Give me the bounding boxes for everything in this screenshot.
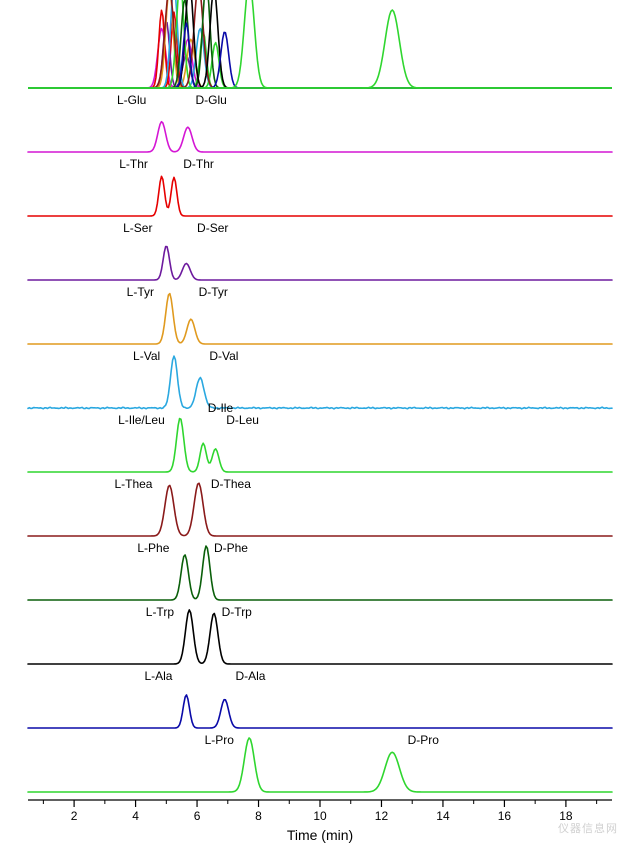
peak-label: L-Phe	[137, 541, 169, 555]
peak-label: D-Ala	[235, 669, 265, 683]
peak-label: D-Phe	[214, 541, 248, 555]
peak-label: D-Ser	[197, 221, 228, 235]
x-tick-label: 6	[194, 809, 201, 823]
peak-label: L-Thea	[114, 477, 152, 491]
peak-label: D-Thea	[211, 477, 251, 491]
x-axis-label: Time (min)	[287, 827, 353, 843]
x-tick-label: 4	[132, 809, 139, 823]
peak-label: D-Val	[209, 349, 238, 363]
x-tick-label: 2	[71, 809, 78, 823]
x-tick-label: 8	[255, 809, 262, 823]
peak-label: L-Ile/Leu	[118, 413, 165, 427]
x-tick-label: 16	[498, 809, 512, 823]
peak-label: L-Trp	[146, 605, 175, 619]
peak-label: D-Thr	[183, 157, 214, 171]
peak-label: L-Tyr	[127, 285, 154, 299]
chromatogram-stack: L-Glu D-Glu L-Thr D-Thr L-Ser D-Ser L-Tyr D-Tyr…	[0, 0, 626, 844]
watermark: 仪器信息网	[558, 820, 618, 836]
peak-label: D-Pro	[408, 733, 440, 747]
peak-label: D-Trp	[222, 605, 253, 619]
peak-label: L-Glu	[117, 93, 146, 107]
peak-label: L-Ala	[144, 669, 172, 683]
x-tick-label: 14	[436, 809, 450, 823]
peak-label: L-Thr	[119, 157, 148, 171]
peak-label: D-Leu	[226, 413, 259, 427]
peak-label: D-Tyr	[199, 285, 228, 299]
peak-label: D-Glu	[196, 93, 227, 107]
x-tick-label: 12	[375, 809, 389, 823]
peak-label: L-Val	[133, 349, 160, 363]
peak-label: L-Pro	[205, 733, 235, 747]
peak-label: L-Ser	[123, 221, 152, 235]
x-tick-label: 10	[313, 809, 327, 823]
